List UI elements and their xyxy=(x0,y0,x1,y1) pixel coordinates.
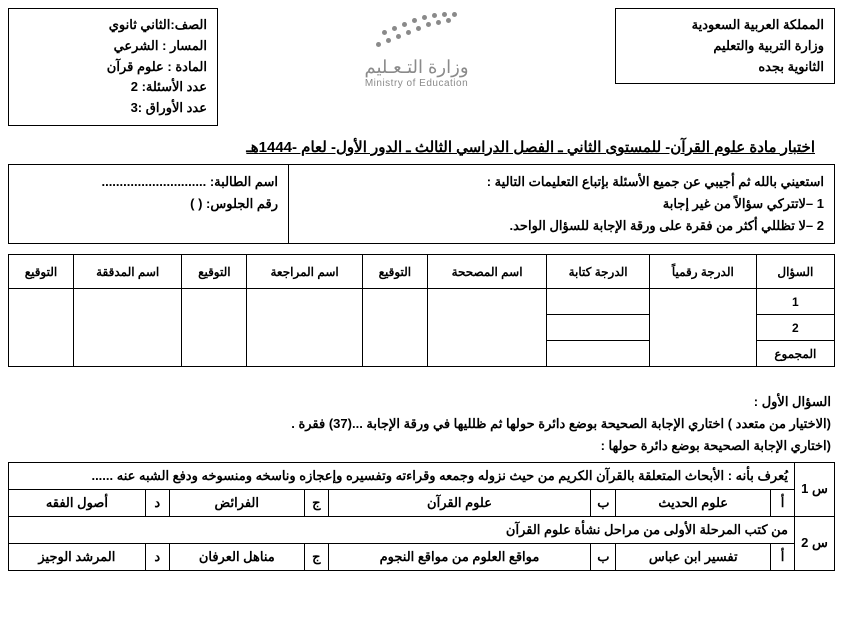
instructions-pre: استعيني بالله ثم أجيبي عن جميع الأسئلة ب… xyxy=(299,171,824,193)
header-right-box: المملكة العربية السعودية وزارة التربية و… xyxy=(615,8,835,84)
col-auditor: اسم المدققة xyxy=(73,255,181,289)
instruction-1: 1 –لاتتركي سؤالاً من غير إجابة xyxy=(299,193,824,215)
track-line: المسار : الشرعي xyxy=(19,36,207,57)
col-reviewer: اسم المراجعة xyxy=(247,255,363,289)
grade-line: الصف:الثاني ثانوي xyxy=(19,15,207,36)
exam-title: اختبار مادة علوم القرآن- للمستوى الثاني … xyxy=(28,138,815,156)
grade-row-1-label: 1 xyxy=(756,289,834,315)
cell-merged-scorenum xyxy=(649,289,756,367)
mcq-1-number: س 1 xyxy=(795,462,835,516)
instruction-2: 2 –لا تظللي أكثر من فقرة على ورقة الإجاب… xyxy=(299,215,824,237)
mcq-2-options-row: أ تفسير ابن عباس ب مواقع العلوم من مواقع… xyxy=(9,543,835,570)
student-fields: اسم الطالبة: رقم الجلوس: ( ) xyxy=(9,165,289,243)
mcq-1-opt-c[interactable]: الفرائض xyxy=(169,489,304,516)
instructions-box: استعيني بالله ثم أجيبي عن جميع الأسئلة ب… xyxy=(8,164,835,244)
col-sign-3: التوقيع xyxy=(9,255,74,289)
grade-row-1: 1 xyxy=(9,289,835,315)
mcq-1-stem: يُعرف بأنه : الأبحاث المتعلقة بالقرآن ال… xyxy=(9,462,795,489)
seat-number-line: رقم الجلوس: ( ) xyxy=(19,193,278,215)
mcq-2-stem: من كتب المرحلة الأولى من مراحل نشأة علوم… xyxy=(9,516,795,543)
col-question: السؤال xyxy=(756,255,834,289)
mcq-2-opt-a-key: أ xyxy=(771,543,795,570)
mcq-1-options-row: أ علوم الحديث ب علوم القرآن ج الفرائض د … xyxy=(9,489,835,516)
mcq-2-opt-d-key: د xyxy=(145,543,169,570)
grading-table: السؤال الدرجة رقمياً الدرجة كتابة اسم ال… xyxy=(8,254,835,367)
col-score-num: الدرجة رقمياً xyxy=(649,255,756,289)
mcq-2-number: س 2 xyxy=(795,516,835,570)
mcq-1-opt-c-key: ج xyxy=(304,489,328,516)
header-left-box: الصف:الثاني ثانوي المسار : الشرعي المادة… xyxy=(8,8,218,126)
grading-header-row: السؤال الدرجة رقمياً الدرجة كتابة اسم ال… xyxy=(9,255,835,289)
cell xyxy=(547,341,650,367)
mcq-2-opt-b-key: ب xyxy=(591,543,616,570)
cell-merged-sign1 xyxy=(362,289,427,367)
mcq-2-opt-b[interactable]: مواقع العلوم من مواقع النجوم xyxy=(328,543,590,570)
q1-title: السؤال الأول : xyxy=(12,391,831,413)
header-row: المملكة العربية السعودية وزارة التربية و… xyxy=(8,8,835,126)
cell-merged-sign2 xyxy=(182,289,247,367)
mcq-1-stem-row: س 1 يُعرف بأنه : الأبحاث المتعلقة بالقرآ… xyxy=(9,462,835,489)
mcq-1-opt-d[interactable]: أصول الفقه xyxy=(9,489,146,516)
cell xyxy=(547,315,650,341)
col-corrector: اسم المصححة xyxy=(427,255,547,289)
col-score-written: الدرجة كتابة xyxy=(547,255,650,289)
cell xyxy=(547,289,650,315)
q1-sub2: (اختاري الإجابة الصحيحة بوضع دائرة حولها… xyxy=(12,435,831,457)
mcq-2-opt-d[interactable]: المرشد الوجيز xyxy=(9,543,146,570)
q1-header: السؤال الأول : (الاختيار من متعدد ) اختا… xyxy=(12,391,831,457)
mcq-2-opt-a[interactable]: تفسير ابن عباس xyxy=(616,543,771,570)
mcq-2-opt-c[interactable]: مناهل العرفان xyxy=(169,543,304,570)
mcq-1-opt-d-key: د xyxy=(145,489,169,516)
col-sign-1: التوقيع xyxy=(362,255,427,289)
grade-row-total-label: المجموع xyxy=(756,341,834,367)
subject-line: المادة : علوم قرآن xyxy=(19,57,207,78)
grade-row-2-label: 2 xyxy=(756,315,834,341)
q1-sub1: (الاختيار من متعدد ) اختاري الإجابة الصح… xyxy=(12,413,831,435)
pages-line: عدد الأوراق :3 xyxy=(19,98,207,119)
heading-country: المملكة العربية السعودية xyxy=(626,15,824,36)
cell-merged-reviewer xyxy=(247,289,363,367)
student-name-line: اسم الطالبة: xyxy=(19,171,278,193)
mcq-table: س 1 يُعرف بأنه : الأبحاث المتعلقة بالقرآ… xyxy=(8,462,835,571)
mcq-1-opt-b[interactable]: علوم القرآن xyxy=(328,489,590,516)
heading-school: الثانوية بجده xyxy=(626,57,824,78)
cell-merged-corrector xyxy=(427,289,547,367)
logo-text-en: Ministry of Education xyxy=(228,78,605,89)
cell-merged-sign3 xyxy=(9,289,74,367)
heading-ministry: وزارة التربية والتعليم xyxy=(626,36,824,57)
mcq-1-opt-b-key: ب xyxy=(591,489,616,516)
mcq-2-stem-row: س 2 من كتب المرحلة الأولى من مراحل نشأة … xyxy=(9,516,835,543)
qcount-line: عدد الأسئلة: 2 xyxy=(19,77,207,98)
instructions-text: استعيني بالله ثم أجيبي عن جميع الأسئلة ب… xyxy=(289,165,834,243)
mcq-1-opt-a[interactable]: علوم الحديث xyxy=(616,489,771,516)
logo-dots-icon xyxy=(372,12,462,50)
mcq-2-opt-c-key: ج xyxy=(304,543,328,570)
logo: وزارة التـعـليم Ministry of Education xyxy=(228,8,605,89)
logo-text-ar: وزارة التـعـليم xyxy=(228,57,605,78)
col-sign-2: التوقيع xyxy=(182,255,247,289)
mcq-1-opt-a-key: أ xyxy=(771,489,795,516)
cell-merged-auditor xyxy=(73,289,181,367)
